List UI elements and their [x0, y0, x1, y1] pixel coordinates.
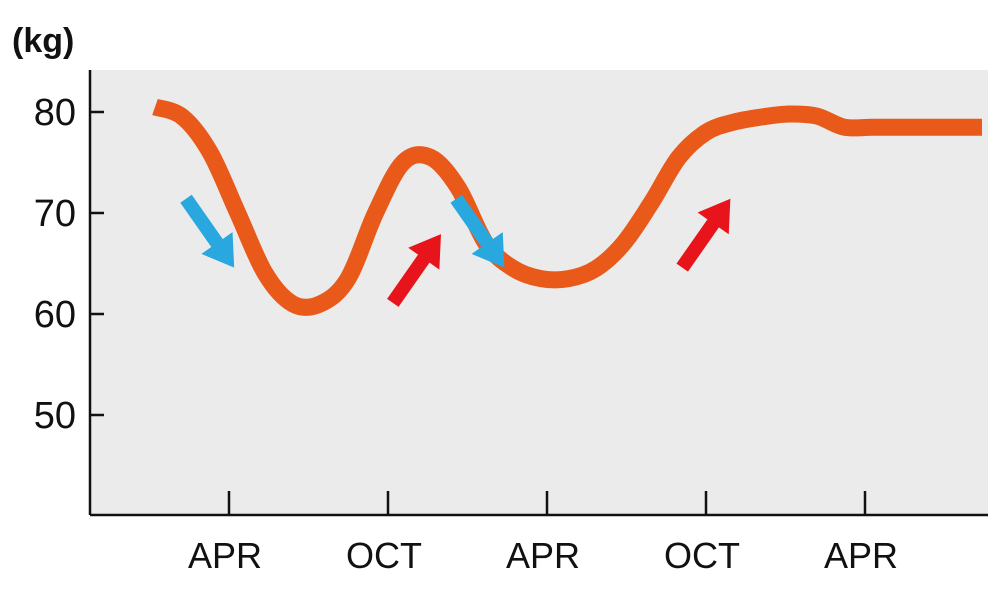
x-tick-label: APR: [506, 535, 580, 576]
x-tick-label: OCT: [346, 535, 422, 576]
x-axis: APR OCT APR OCT APR: [90, 491, 988, 576]
y-axis: 50 60 70 80: [34, 70, 104, 515]
y-axis-unit-label: (kg): [12, 22, 74, 60]
weight-series-line: [152, 98, 982, 316]
x-tick-label: APR: [188, 535, 262, 576]
plot-background: [90, 70, 988, 515]
y-tick-label: 70: [34, 193, 76, 235]
up-arrow-icon: [387, 234, 441, 307]
y-tick-label: 60: [34, 294, 76, 336]
down-arrow-icon: [180, 194, 235, 268]
trend-arrows: [180, 194, 731, 307]
x-tick-label: OCT: [664, 535, 740, 576]
up-arrow-icon: [676, 198, 731, 272]
y-tick-label: 50: [34, 395, 76, 437]
down-arrow-icon: [450, 194, 505, 268]
x-tick-label: APR: [824, 535, 898, 576]
y-tick-label: 80: [34, 92, 76, 134]
